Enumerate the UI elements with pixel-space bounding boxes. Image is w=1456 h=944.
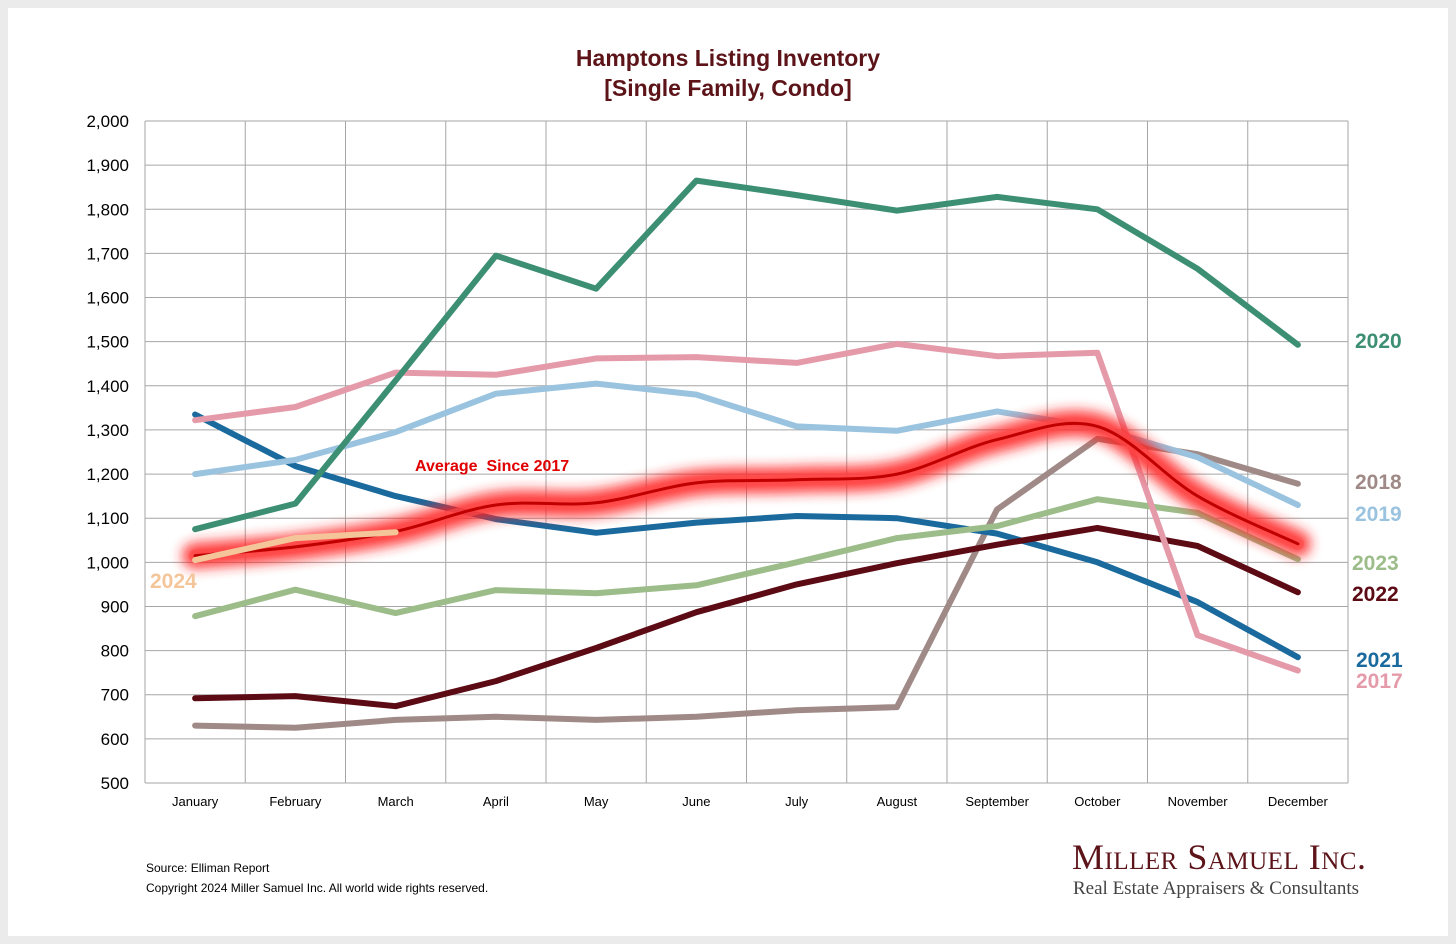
x-tick-label: August	[877, 794, 918, 809]
x-tick-label: January	[172, 794, 219, 809]
brand-logo: Miller Samuel Inc.	[1072, 836, 1366, 878]
y-tick-label: 1,800	[86, 200, 129, 219]
y-tick-label: 800	[101, 642, 129, 661]
x-tick-label: February	[269, 794, 322, 809]
source-note: Source: Elliman Report	[146, 861, 270, 875]
chart-subtitle: [Single Family, Condo]	[604, 75, 852, 101]
y-tick-label: 1,200	[86, 465, 129, 484]
y-tick-label: 1,000	[86, 553, 129, 572]
series-label-2017: 2017	[1356, 670, 1403, 693]
series-label-2018: 2018	[1355, 471, 1402, 494]
y-tick-label: 500	[101, 774, 129, 793]
series-label-2019: 2019	[1355, 503, 1402, 526]
average-annotation: Average Since 2017	[415, 458, 569, 475]
series-label-2023: 2023	[1352, 552, 1399, 575]
y-tick-label: 1,500	[86, 333, 129, 352]
copyright-note: Copyright 2024 Miller Samuel Inc. All wo…	[146, 881, 489, 895]
y-tick-label: 1,600	[86, 289, 129, 308]
x-tick-label: November	[1168, 794, 1229, 809]
y-tick-label: 1,400	[86, 377, 129, 396]
series-label-2021: 2021	[1356, 649, 1403, 672]
y-tick-label: 2,000	[86, 112, 129, 131]
y-tick-label: 700	[101, 686, 129, 705]
x-tick-label: October	[1074, 794, 1121, 809]
series-label-2020: 2020	[1355, 330, 1402, 353]
x-tick-label: December	[1268, 794, 1329, 809]
series-2022-line	[192, 524, 1301, 710]
series-2021-line	[192, 411, 1301, 661]
x-tick-label: April	[483, 794, 509, 809]
y-tick-label: 1,100	[86, 509, 129, 528]
series-2020-line	[192, 177, 1301, 533]
x-tick-label: May	[584, 794, 609, 809]
chart-title: Hamptons Listing Inventory	[575, 45, 881, 71]
y-tick-label: 900	[101, 597, 129, 616]
y-tick-label: 600	[101, 730, 129, 749]
series-2024-line	[192, 529, 399, 564]
y-tick-label: 1,300	[86, 421, 129, 440]
series-label-2024: 2024	[150, 570, 197, 593]
x-tick-label: September	[965, 794, 1029, 809]
y-tick-label: 1,900	[86, 156, 129, 175]
series-label-2022: 2022	[1352, 583, 1399, 606]
series-2023-line	[192, 496, 1301, 620]
brand-tagline: Real Estate Appraisers & Consultants	[1073, 878, 1360, 899]
y-tick-label: 1,700	[86, 244, 129, 263]
series-2017-line	[192, 340, 1301, 674]
x-tick-label: March	[378, 794, 414, 809]
x-tick-label: July	[785, 794, 809, 809]
x-tick-label: June	[682, 794, 710, 809]
brand-name: Miller Samuel Inc.	[1072, 837, 1367, 877]
